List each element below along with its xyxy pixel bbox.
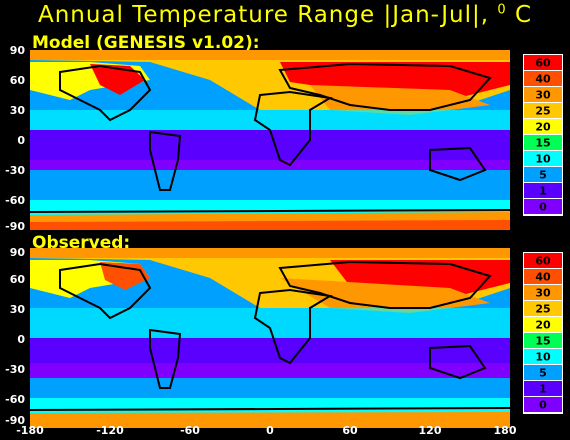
legend-label: 40 (535, 271, 551, 284)
legend-label: 30 (535, 287, 551, 300)
legend-swatch (524, 199, 562, 214)
x-tick: 120 (418, 424, 442, 437)
legend-swatch (524, 333, 562, 348)
legend-swatch (524, 183, 562, 198)
legend-label: 0 (539, 201, 547, 214)
legend-label: 15 (535, 335, 550, 348)
legend-label: 20 (535, 121, 551, 134)
y-tick: 0 (17, 333, 25, 346)
legend-swatch (524, 269, 562, 284)
legend-label: 60 (535, 255, 551, 268)
legend-swatch (524, 55, 562, 70)
legend-swatch (524, 381, 562, 396)
legend-swatch (524, 151, 562, 166)
y-tick: -90 (5, 414, 25, 427)
legend-label: 60 (535, 57, 551, 70)
x-tick: -180 (16, 424, 44, 437)
y-tick: 30 (9, 104, 25, 117)
y-tick: -60 (5, 194, 25, 207)
legend-swatch (524, 301, 562, 316)
y-tick: 60 (9, 74, 25, 87)
legend-label: 30 (535, 89, 551, 102)
legend-swatch (524, 285, 562, 300)
x-tick: 0 (266, 424, 274, 437)
legend-label: 5 (539, 169, 547, 182)
legend-swatch (524, 365, 562, 380)
model-panel-label: Model (GENESIS v1.02): (32, 33, 260, 53)
y-tick: -90 (5, 220, 25, 233)
observed-map (30, 248, 510, 428)
legend-label: 15 (535, 137, 550, 150)
legend-label: 10 (535, 351, 551, 364)
y-tick: 30 (9, 303, 25, 316)
y-tick: 60 (9, 273, 25, 286)
legend-swatch (524, 71, 562, 86)
legend-label: 20 (535, 319, 551, 332)
legend-label: 0 (539, 399, 547, 412)
legend-swatch (524, 87, 562, 102)
x-tick: 60 (342, 424, 358, 437)
legend-swatch (524, 397, 562, 412)
y-tick: -60 (5, 393, 25, 406)
x-tick: -120 (96, 424, 124, 437)
chart-title: Annual Temperature Range |Jan-Jul|, 0 C (37, 2, 533, 28)
legend-label: 5 (539, 367, 547, 380)
legend-label: 10 (535, 153, 551, 166)
legend-label: 1 (539, 383, 547, 396)
legend-swatch (524, 167, 562, 182)
x-tick: 180 (493, 424, 517, 437)
y-tick: 90 (9, 246, 25, 259)
legend-label: 25 (535, 105, 550, 118)
legend-swatch (524, 119, 562, 134)
x-tick: -60 (180, 424, 200, 437)
legend-swatch (524, 103, 562, 118)
y-tick: 0 (17, 134, 25, 147)
legend-label: 40 (535, 73, 551, 86)
y-tick: -30 (5, 164, 25, 177)
legend-label: 25 (535, 303, 550, 316)
y-tick: -30 (5, 363, 25, 376)
model-map (30, 50, 510, 230)
legend-swatch (524, 317, 562, 332)
legend-swatch (524, 349, 562, 364)
legend-label: 1 (539, 185, 547, 198)
legend-swatch (524, 135, 562, 150)
y-tick: 90 (9, 44, 25, 57)
legend-swatch (524, 253, 562, 268)
